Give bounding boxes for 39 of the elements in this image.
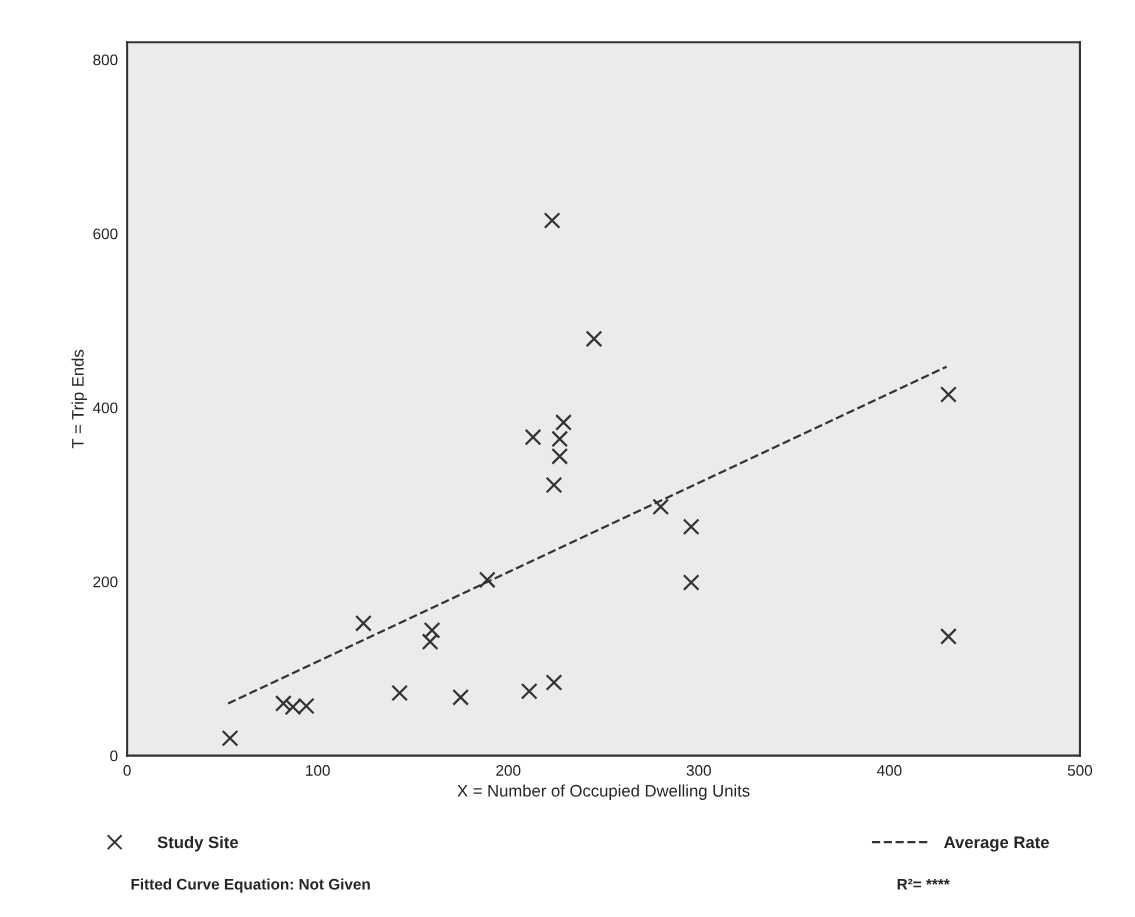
point xyxy=(423,621,441,639)
text: Fitted Curve Equation: Not Given xyxy=(131,878,370,893)
point xyxy=(551,430,569,448)
legend-label: Study Site xyxy=(157,835,239,852)
point xyxy=(391,684,409,702)
point xyxy=(524,428,542,446)
legend-label: Average Rate xyxy=(944,836,1049,852)
point xyxy=(545,674,563,691)
x-axis-title: X = Number of Occupied Dwelling Units xyxy=(457,784,750,800)
x-tick-label: 500 xyxy=(1067,765,1093,776)
point xyxy=(940,628,957,645)
y-tick-label: 200 xyxy=(93,576,118,588)
x-tick-label: 0 xyxy=(123,765,131,776)
x-tick-label: 200 xyxy=(496,765,521,776)
point xyxy=(355,614,372,632)
point xyxy=(543,212,561,229)
point xyxy=(221,729,239,747)
point xyxy=(682,518,700,536)
y-axis-title: T = Trip Ends xyxy=(71,349,88,449)
point xyxy=(274,695,292,712)
x-tick-label: 100 xyxy=(306,765,330,776)
text: R²= **** xyxy=(897,878,950,890)
point xyxy=(585,330,603,348)
point xyxy=(551,447,569,465)
point xyxy=(555,413,572,431)
point xyxy=(452,688,469,706)
y-tick-label: 600 xyxy=(93,228,118,240)
y-tick-label: 800 xyxy=(93,54,118,66)
point xyxy=(682,574,700,591)
point xyxy=(940,386,957,403)
point xyxy=(545,476,563,494)
point xyxy=(478,571,496,589)
y-tick-label: 400 xyxy=(92,402,118,414)
x-tick-label: 300 xyxy=(686,765,711,776)
point xyxy=(520,682,538,700)
point xyxy=(652,498,670,516)
y-tick-label: 0 xyxy=(110,750,118,762)
x-tick-label: 400 xyxy=(876,765,902,776)
point xyxy=(421,633,439,651)
